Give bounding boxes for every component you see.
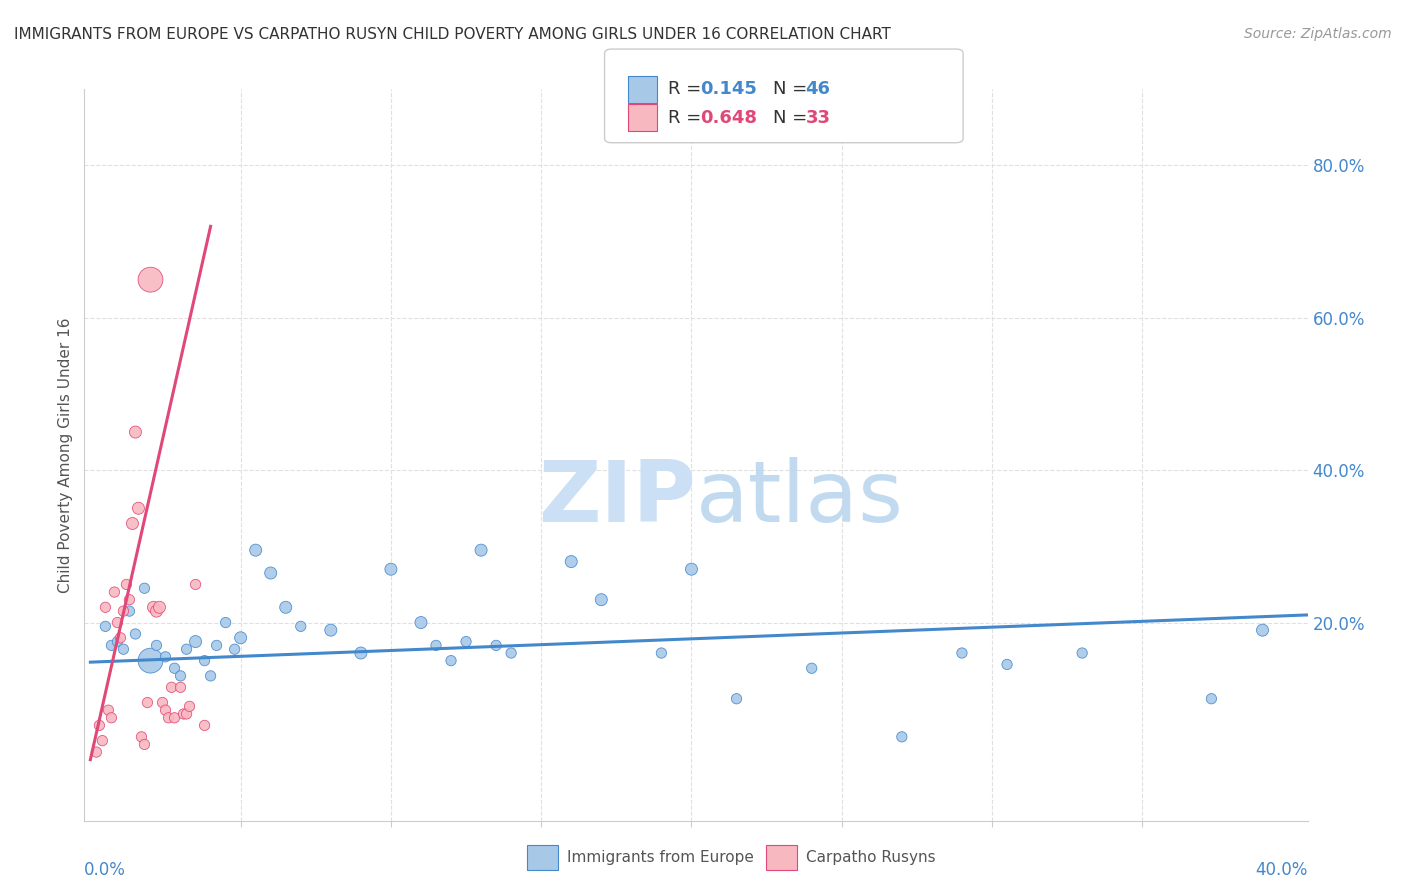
Point [176,706,198,721]
Point [425,639,447,653]
Text: ZIP: ZIP [538,458,696,541]
Point [163,711,186,725]
Point [155,703,177,717]
Point [142,600,165,615]
Point [560,555,582,569]
Point [103,585,125,599]
Point [134,581,156,595]
Point [800,661,823,675]
Text: N =: N = [773,80,813,98]
Text: R =: R = [668,80,707,98]
Point [194,654,217,668]
Text: N =: N = [773,109,813,127]
Point [501,646,523,660]
Point [89,718,111,732]
Point [110,631,132,645]
Text: atlas: atlas [696,458,904,541]
Point [94,600,117,615]
Point [214,615,236,630]
Point [184,577,207,591]
Point [127,501,149,516]
Point [260,566,283,580]
Point [136,696,159,710]
Point [107,634,129,648]
Point [112,604,135,618]
Point [163,661,186,675]
Text: IMMIGRANTS FROM EUROPE VS CARPATHO RUSYN CHILD POVERTY AMONG GIRLS UNDER 16 CORR: IMMIGRANTS FROM EUROPE VS CARPATHO RUSYN… [14,27,891,42]
Point [145,639,167,653]
Point [173,706,195,721]
Text: 0.648: 0.648 [700,109,758,127]
Point [124,627,146,641]
Point [145,604,167,618]
Point [131,730,153,744]
Point [950,646,973,660]
Point [121,516,143,531]
Point [229,631,252,645]
Point [440,654,463,668]
Point [100,639,122,653]
Point [152,696,174,710]
Point [112,642,135,657]
Point [725,691,748,706]
Text: 33: 33 [806,109,831,127]
Point [91,733,114,747]
Point [160,681,183,695]
Point [184,634,207,648]
Text: 0.0%: 0.0% [84,861,127,879]
Point [179,699,201,714]
Point [169,669,191,683]
Point [1201,691,1223,706]
Text: 46: 46 [806,80,831,98]
Point [995,657,1018,672]
Point [134,738,156,752]
Point [350,646,373,660]
Y-axis label: Child Poverty Among Girls Under 16: Child Poverty Among Girls Under 16 [58,318,73,592]
Text: 0.145: 0.145 [700,80,756,98]
Point [124,425,146,439]
Point [591,592,613,607]
Point [155,649,177,664]
Point [97,703,120,717]
Text: 40.0%: 40.0% [1256,861,1308,879]
Point [290,619,312,633]
Point [650,646,672,660]
Text: R =: R = [668,109,707,127]
Text: Source: ZipAtlas.com: Source: ZipAtlas.com [1244,27,1392,41]
Point [681,562,703,576]
Point [148,600,170,615]
Point [194,718,217,732]
Point [224,642,246,657]
Point [118,604,141,618]
Point [319,623,342,637]
Point [139,273,162,287]
Point [454,634,477,648]
Point [100,711,122,725]
Point [1071,646,1094,660]
Text: Immigrants from Europe: Immigrants from Europe [567,850,754,864]
Point [380,562,402,576]
Point [1251,623,1274,637]
Point [139,654,162,668]
Point [205,639,228,653]
Point [107,615,129,630]
Point [409,615,432,630]
Point [157,711,180,725]
Text: Carpatho Rusyns: Carpatho Rusyns [806,850,935,864]
Point [118,592,141,607]
Point [94,619,117,633]
Point [470,543,492,558]
Point [169,681,191,695]
Point [115,577,138,591]
Point [245,543,267,558]
Point [274,600,297,615]
Point [890,730,912,744]
Point [200,669,222,683]
Point [485,639,508,653]
Point [176,642,198,657]
Point [86,745,108,759]
